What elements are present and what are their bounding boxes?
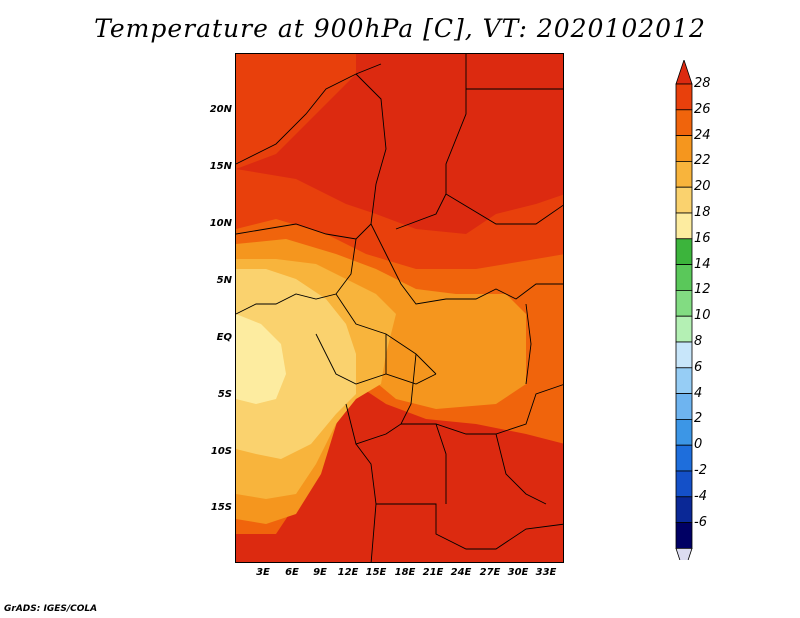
colorbar-swatch (675, 238, 693, 266)
colorbar-swatch (675, 444, 693, 472)
lat-label-15s: 15S (210, 502, 232, 513)
colorbar-swatch (675, 496, 693, 523)
colorbar-tick-label: 24 (694, 127, 711, 143)
colorbar-tick-label: -4 (694, 488, 707, 504)
temperature-map (235, 53, 564, 563)
chart-title: Temperature at 900hPa [C], VT: 202010201… (94, 14, 706, 43)
colorbar-tick-label: 2 (694, 411, 703, 427)
colorbar-swatch (675, 264, 693, 291)
lat-label-eq: EQ (216, 332, 232, 343)
colorbar-top-arrow (675, 60, 693, 85)
colorbar-tick-label: 28 (694, 76, 711, 91)
country-borders (236, 54, 563, 562)
lon-label-27e: 27E (479, 567, 501, 578)
colorbar-swatch (675, 341, 693, 369)
map-band-26c-north (236, 54, 356, 169)
lat-label-20n: 20N (209, 104, 232, 115)
lat-label-15n: 15N (209, 161, 232, 172)
colorbar (675, 60, 693, 560)
colorbar-tick-label: 4 (694, 385, 703, 401)
colorbar-tick-label: 16 (694, 230, 711, 246)
lon-label-15e: 15E (365, 567, 387, 578)
colorbar-swatch (675, 135, 693, 162)
lat-label-10s: 10S (210, 446, 232, 457)
lon-label-18e: 18E (394, 567, 416, 578)
lon-label-6e: 6E (285, 567, 299, 578)
colorbar-swatch (675, 83, 693, 111)
colorbar-tick-label: 6 (694, 359, 703, 375)
colorbar-swatch (675, 289, 693, 317)
colorbar-swatch (675, 186, 693, 214)
lon-label-33e: 33E (535, 567, 557, 578)
lon-label-9e: 9E (313, 567, 327, 578)
colorbar-swatch (675, 522, 693, 549)
colorbar-tick-label: 8 (694, 334, 703, 349)
colorbar-swatch (675, 470, 693, 498)
colorbar-tick-label: -6 (694, 514, 707, 530)
colorbar-swatch (675, 109, 693, 136)
lat-label-5n: 5N (216, 275, 232, 286)
lon-label-21e: 21E (422, 567, 444, 578)
colorbar-tick-label: 18 (694, 205, 711, 220)
colorbar-swatch (675, 212, 693, 240)
colorbar-swatch (675, 393, 693, 420)
lon-label-12e: 12E (337, 567, 359, 578)
map-band-16c (236, 314, 286, 404)
map-band-18c (236, 269, 356, 459)
colorbar-tick-label: 22 (694, 153, 711, 169)
colorbar-swatch (675, 418, 693, 446)
footer-credit: GrADS: IGES/COLA (4, 604, 98, 614)
colorbar-tick-label: 0 (694, 437, 703, 453)
lon-label-24e: 24E (450, 567, 472, 578)
colorbar-tick-label: 20 (694, 179, 711, 195)
lon-label-30e: 30E (507, 567, 529, 578)
colorbar-tick-label: 26 (694, 101, 711, 117)
colorbar-tick-label: 14 (694, 256, 711, 272)
lat-label-10n: 10N (209, 218, 232, 229)
map-canvas (236, 54, 563, 562)
lon-label-3e: 3E (256, 567, 270, 578)
colorbar-swatch (675, 367, 693, 394)
colorbar-swatch (675, 161, 693, 188)
lat-label-5s: 5S (217, 389, 232, 400)
colorbar-tick-label: 10 (694, 308, 711, 324)
colorbar-bottom-arrow (675, 547, 693, 560)
colorbar-tick-label: 12 (694, 282, 711, 298)
colorbar-tick-label: -2 (694, 463, 707, 478)
colorbar-swatch (675, 315, 693, 343)
